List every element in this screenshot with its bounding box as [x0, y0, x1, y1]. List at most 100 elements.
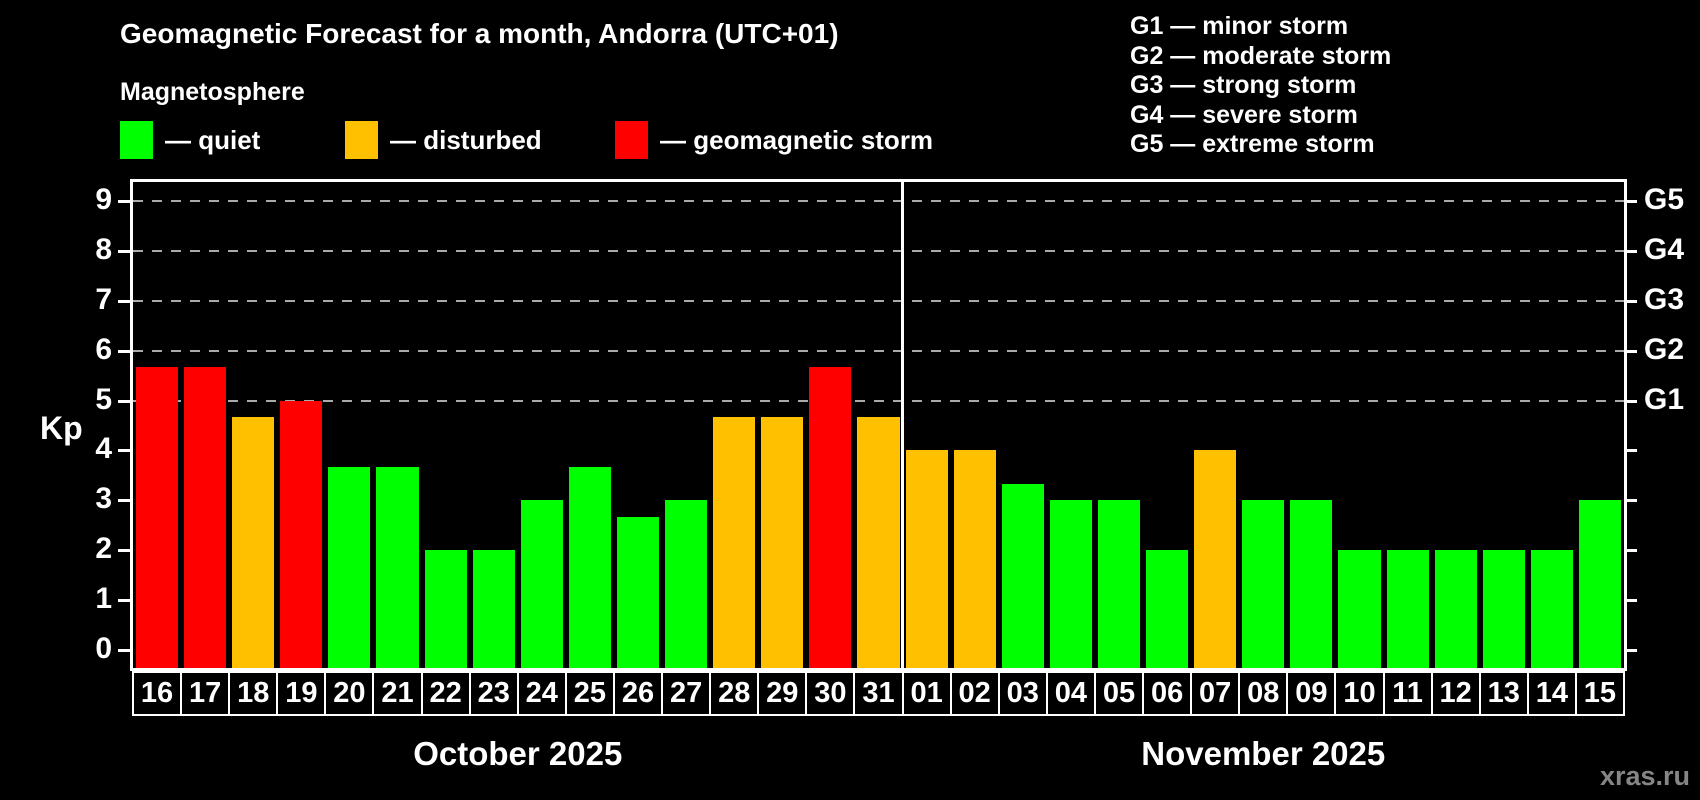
kp-bar-november-15	[1578, 500, 1621, 668]
kp-bar-november-01	[905, 450, 948, 668]
watermark: xras.ru	[1599, 761, 1690, 791]
legend-label: — quiet	[165, 124, 261, 155]
y-axis-tick-left	[118, 349, 131, 353]
g-level-label: G5	[1644, 182, 1685, 216]
kp-bar-october-18	[232, 416, 275, 668]
chart-subtitle: Magnetosphere	[120, 78, 305, 106]
kp-bar-november-10	[1338, 550, 1381, 668]
y-tick-label: 2	[95, 532, 112, 566]
day-label-box: 31	[853, 671, 904, 716]
y-tick-label: 1	[95, 582, 112, 616]
kp-bar-november-14	[1530, 550, 1573, 668]
day-label-box: 23	[468, 671, 519, 716]
y-axis-tick-right	[1624, 549, 1637, 553]
y-tick-label: 6	[95, 332, 112, 366]
plot-inner	[133, 182, 1624, 668]
y-axis-title: Kp	[40, 410, 83, 446]
y-axis-tick-right	[1624, 499, 1637, 503]
day-label-box: 04	[1045, 671, 1096, 716]
kp-bar-october-31	[857, 416, 900, 668]
y-axis-tick-left	[118, 399, 131, 403]
y-tick-label: 5	[95, 382, 112, 416]
gridline-kp9	[133, 199, 1624, 202]
day-label-box: 02	[949, 671, 1000, 716]
g-scale-legend: G1 — minor storm G2 — moderate storm G3 — …	[1130, 12, 1391, 160]
g-level-label: G3	[1644, 282, 1685, 316]
day-label-box: 25	[564, 671, 615, 716]
y-axis-tick-left	[118, 199, 131, 203]
gridline-kp5	[133, 399, 1624, 402]
day-label-box: 13	[1478, 671, 1529, 716]
day-label-box: 11	[1382, 671, 1433, 716]
day-label-box: 06	[1142, 671, 1193, 716]
g-level-label: G4	[1644, 232, 1685, 266]
day-label-box: 19	[276, 671, 327, 716]
y-axis-tick-right	[1624, 249, 1637, 253]
day-label-box: 22	[420, 671, 471, 716]
kp-bar-october-30	[809, 367, 852, 668]
kp-bar-november-12	[1434, 550, 1477, 668]
y-axis-tick-right	[1624, 349, 1637, 353]
y-axis-tick-right	[1624, 199, 1637, 203]
plot-area	[130, 179, 1627, 671]
day-label-box: 14	[1526, 671, 1577, 716]
legend-item-quiet: — quiet	[120, 120, 260, 160]
kp-bar-october-24	[520, 500, 563, 668]
day-label-box: 07	[1190, 671, 1241, 716]
day-label-box: 12	[1430, 671, 1481, 716]
kp-bar-october-25	[568, 466, 611, 668]
kp-bar-october-17	[184, 367, 227, 668]
kp-bar-november-02	[953, 450, 996, 668]
day-label-box: 10	[1334, 671, 1385, 716]
y-axis-tick-left	[118, 249, 131, 253]
kp-bar-october-19	[280, 400, 323, 668]
kp-bar-october-22	[424, 550, 467, 668]
legend-label: — geomagnetic storm	[660, 124, 934, 155]
day-label-box: 05	[1093, 671, 1145, 716]
day-label-box: 29	[757, 671, 808, 716]
gridline-kp7	[133, 299, 1624, 302]
kp-bar-november-09	[1290, 500, 1333, 668]
kp-bar-october-20	[328, 466, 371, 668]
y-axis-tick-right	[1624, 649, 1637, 652]
y-axis-tick-right	[1624, 299, 1637, 303]
kp-bar-october-28	[713, 416, 756, 668]
g-legend-line: G1 — minor storm	[1130, 12, 1349, 40]
y-axis-tick-left	[118, 299, 131, 303]
kp-bar-october-16	[136, 367, 179, 668]
g-level-label: G2	[1644, 332, 1685, 366]
day-label-box: 09	[1286, 671, 1337, 716]
day-label-box: 28	[709, 671, 760, 716]
day-label-box: 17	[180, 671, 231, 716]
kp-bar-october-26	[616, 516, 660, 668]
month-label: October 2025	[413, 735, 623, 772]
kp-bar-november-08	[1242, 500, 1285, 668]
gridline-kp6	[133, 349, 1624, 352]
y-axis-tick-right	[1624, 599, 1637, 603]
legend-item-disturbed: — disturbed	[345, 120, 542, 160]
day-label-box: 01	[901, 671, 952, 716]
kp-bar-october-27	[665, 500, 708, 668]
y-axis-tick-left	[118, 549, 131, 553]
day-label-box: 24	[516, 671, 567, 716]
kp-bar-november-07	[1194, 450, 1237, 668]
kp-bar-november-11	[1386, 550, 1429, 668]
storm-swatch-icon	[615, 121, 648, 159]
y-tick-label: 4	[95, 432, 112, 466]
kp-bar-november-05	[1097, 500, 1141, 668]
y-tick-label: 3	[95, 482, 112, 516]
kp-bar-november-03	[1001, 483, 1044, 668]
disturbed-swatch-icon	[345, 121, 378, 159]
g-legend-line: G4 — severe storm	[1130, 100, 1358, 129]
kp-bar-october-21	[376, 466, 419, 668]
y-axis-tick-right	[1624, 399, 1637, 403]
day-label-box: 21	[372, 671, 423, 716]
y-tick-label: 9	[95, 182, 112, 216]
day-label-box: 30	[805, 671, 856, 716]
day-label-box: 27	[661, 671, 712, 716]
g-level-label: G1	[1644, 382, 1685, 416]
day-label-box: 03	[997, 671, 1048, 716]
y-axis-tick-left	[118, 599, 131, 603]
day-label-box: 26	[612, 671, 664, 716]
y-axis-tick-left	[118, 649, 131, 652]
